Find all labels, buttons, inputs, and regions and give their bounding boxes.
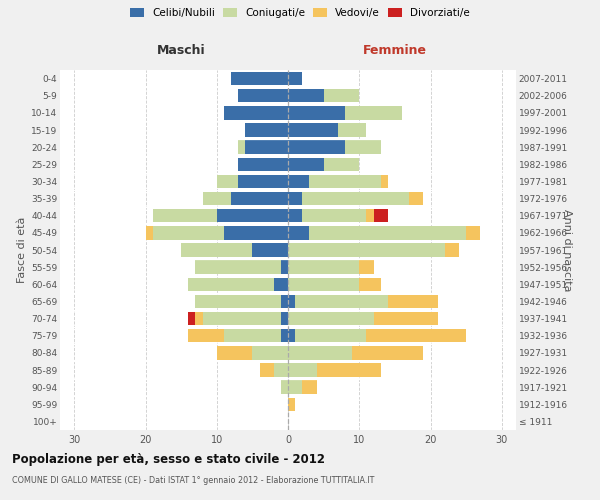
Bar bbox=[380, 174, 388, 188]
Text: COMUNE DI GALLO MATESE (CE) - Dati ISTAT 1° gennaio 2012 - Elaborazione TUTTITAL: COMUNE DI GALLO MATESE (CE) - Dati ISTAT… bbox=[12, 476, 374, 485]
Bar bbox=[359, 278, 380, 291]
Bar bbox=[238, 158, 288, 171]
Bar bbox=[288, 244, 445, 256]
Bar bbox=[288, 192, 302, 205]
Bar bbox=[302, 192, 409, 205]
Bar bbox=[345, 106, 402, 120]
Bar bbox=[373, 312, 437, 326]
Bar bbox=[367, 329, 466, 342]
Bar bbox=[310, 174, 380, 188]
Bar bbox=[253, 346, 288, 360]
Bar bbox=[231, 192, 288, 205]
Bar bbox=[224, 226, 288, 239]
Bar bbox=[152, 226, 224, 239]
Bar bbox=[181, 244, 253, 256]
Bar bbox=[288, 209, 302, 222]
Bar bbox=[288, 140, 345, 154]
Bar bbox=[288, 158, 323, 171]
Y-axis label: Fasce di età: Fasce di età bbox=[17, 217, 27, 283]
Bar bbox=[288, 329, 295, 342]
Bar bbox=[203, 312, 281, 326]
Y-axis label: Anni di nascita: Anni di nascita bbox=[562, 209, 572, 291]
Bar bbox=[466, 226, 481, 239]
Bar bbox=[295, 329, 367, 342]
Text: Maschi: Maschi bbox=[157, 44, 205, 58]
Bar bbox=[317, 364, 380, 376]
Bar bbox=[288, 364, 317, 376]
Bar bbox=[288, 346, 352, 360]
Bar bbox=[288, 398, 295, 411]
Bar bbox=[359, 260, 373, 274]
Bar bbox=[196, 312, 203, 326]
Bar bbox=[274, 278, 288, 291]
Text: Popolazione per età, sesso e stato civile - 2012: Popolazione per età, sesso e stato civil… bbox=[12, 452, 325, 466]
Bar bbox=[323, 89, 359, 102]
Bar bbox=[288, 174, 310, 188]
Bar bbox=[196, 294, 281, 308]
Bar bbox=[288, 380, 302, 394]
Bar bbox=[338, 124, 367, 136]
Bar bbox=[245, 140, 288, 154]
Bar bbox=[281, 294, 288, 308]
Bar bbox=[445, 244, 459, 256]
Bar bbox=[388, 294, 437, 308]
Bar bbox=[238, 174, 288, 188]
Bar bbox=[274, 364, 288, 376]
Bar bbox=[196, 260, 281, 274]
Bar bbox=[310, 226, 466, 239]
Bar bbox=[288, 278, 359, 291]
Bar bbox=[352, 346, 424, 360]
Bar bbox=[224, 329, 281, 342]
Bar bbox=[345, 140, 380, 154]
Bar bbox=[224, 106, 288, 120]
Bar bbox=[295, 294, 388, 308]
Bar bbox=[373, 209, 388, 222]
Bar bbox=[238, 140, 245, 154]
Bar bbox=[245, 124, 288, 136]
Bar bbox=[288, 260, 359, 274]
Bar bbox=[260, 364, 274, 376]
Bar bbox=[217, 346, 253, 360]
Bar bbox=[188, 312, 196, 326]
Bar bbox=[302, 380, 317, 394]
Bar bbox=[253, 244, 288, 256]
Bar bbox=[288, 72, 302, 86]
Bar bbox=[146, 226, 152, 239]
Bar bbox=[288, 312, 373, 326]
Bar bbox=[152, 209, 217, 222]
Bar bbox=[288, 294, 295, 308]
Bar bbox=[367, 209, 373, 222]
Bar bbox=[188, 329, 224, 342]
Bar bbox=[217, 174, 238, 188]
Bar bbox=[217, 209, 288, 222]
Bar bbox=[281, 329, 288, 342]
Bar bbox=[281, 312, 288, 326]
Bar bbox=[188, 278, 274, 291]
Bar bbox=[238, 89, 288, 102]
Bar bbox=[323, 158, 359, 171]
Bar bbox=[288, 226, 310, 239]
Bar bbox=[288, 89, 323, 102]
Bar bbox=[203, 192, 231, 205]
Text: Femmine: Femmine bbox=[363, 44, 427, 58]
Bar bbox=[231, 72, 288, 86]
Bar bbox=[409, 192, 424, 205]
Legend: Celibi/Nubili, Coniugati/e, Vedovi/e, Divorziati/e: Celibi/Nubili, Coniugati/e, Vedovi/e, Di… bbox=[130, 8, 470, 18]
Bar bbox=[281, 260, 288, 274]
Bar bbox=[288, 106, 345, 120]
Bar bbox=[281, 380, 288, 394]
Bar bbox=[288, 124, 338, 136]
Bar bbox=[302, 209, 367, 222]
